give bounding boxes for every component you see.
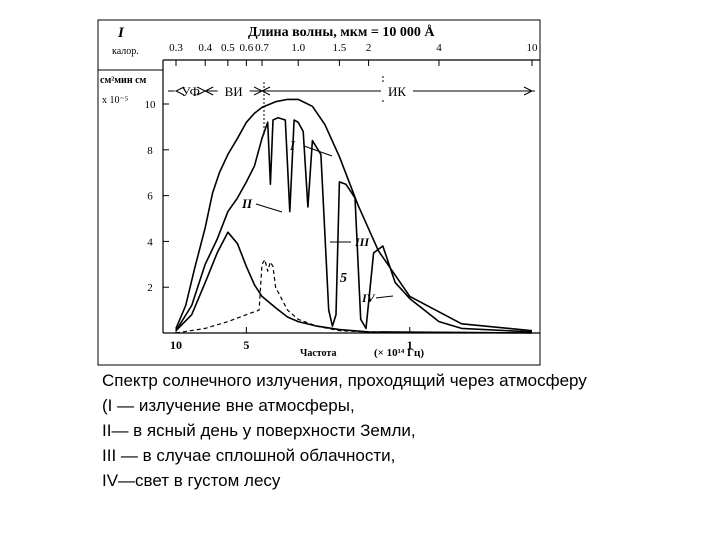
region-arrow-left <box>204 86 214 96</box>
caption-line-4: III — в случае сплошной облачности, <box>102 446 396 465</box>
y-tick-label: 6 <box>147 191 153 203</box>
bottom-tick-label: 10 <box>170 338 182 352</box>
annotation-leader-4 <box>375 295 394 299</box>
top-tick-label: 0.7 <box>255 42 269 54</box>
series-curve-IV <box>175 259 533 334</box>
y-tick-label: 4 <box>147 236 153 248</box>
top-axis-title: Длина волны, мкм = 10 000 Å <box>248 24 435 40</box>
top-tick-label: 2 <box>366 42 372 54</box>
y-axis-unit-line2: см²мин см <box>100 75 147 86</box>
y-tick-label: 8 <box>147 145 153 157</box>
top-tick-label: 0.5 <box>221 42 235 54</box>
annotation-leader-0 <box>303 145 333 157</box>
region-arrow-left <box>260 86 271 96</box>
region-label-0: УФ <box>181 84 200 99</box>
series-curve-II <box>175 116 533 333</box>
region-label-2: ИК <box>388 84 406 99</box>
top-tick-label: 4 <box>436 42 442 54</box>
series-curve-I <box>175 98 533 332</box>
y-axis-unit-line1: калор. <box>112 46 139 57</box>
caption-line-5: IV—свет в густом лесу <box>102 471 281 490</box>
region-label-bg <box>217 84 250 98</box>
y-tick-label: 2 <box>147 282 153 294</box>
region-arrow-right <box>523 86 534 96</box>
series-annotation-4: IV <box>361 291 376 305</box>
y-tick-label: 10 <box>145 99 157 111</box>
annotation-leader-1 <box>255 203 283 213</box>
region-label-1: ВИ <box>225 84 243 99</box>
series-annotation-3: 5 <box>340 271 347 286</box>
series-annotation-1: II <box>241 196 253 211</box>
top-tick-label: 0.4 <box>198 42 212 54</box>
region-arrow-left <box>174 86 185 96</box>
bottom-tick-label: 5 <box>243 338 249 352</box>
caption-line-2: (I — излучение вне атмосферы, <box>102 396 355 415</box>
bottom-axis-unit: (× 10¹⁴ Гц) <box>374 347 424 359</box>
series-curve-III <box>175 231 533 334</box>
bottom-axis-title: Частота <box>300 348 336 359</box>
series-annotation-0: I <box>289 138 296 153</box>
series-annotation-2: III <box>354 235 370 249</box>
y-axis-multiplier: x 10⁻⁵ <box>102 95 128 106</box>
top-tick-label: 0.3 <box>169 42 183 54</box>
top-tick-label: 1.5 <box>333 42 347 54</box>
top-tick-label: 0.6 <box>239 42 253 54</box>
bottom-tick-label: 1 <box>407 338 413 352</box>
top-tick-label: 10 <box>527 42 539 54</box>
figure-frame <box>97 19 541 366</box>
figure-caption: Спектр солнечного излучения, проходящий … <box>102 368 702 493</box>
top-tick-label: 1.0 <box>291 42 305 54</box>
caption-line-3: II— в ясный день у поверхности Земли, <box>102 421 416 440</box>
y-axis-symbol: I <box>117 25 125 41</box>
caption-line-1: Спектр солнечного излучения, проходящий … <box>102 371 587 390</box>
region-label-bg <box>381 84 414 98</box>
